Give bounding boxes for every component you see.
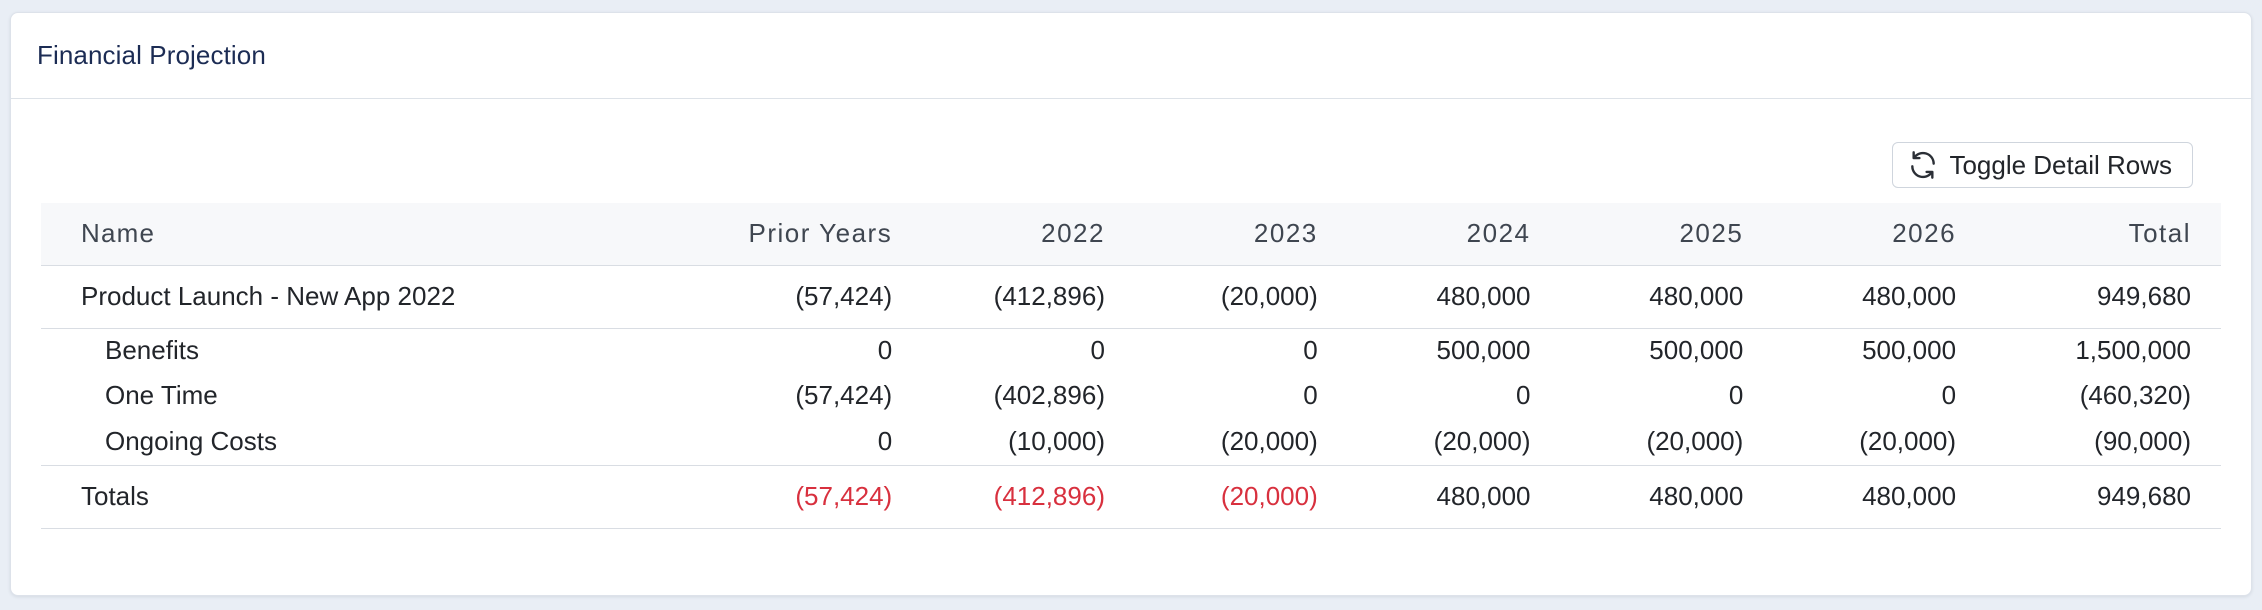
table-cell: 949,680 <box>1986 265 2221 329</box>
detail-name-cell: Benefits <box>105 335 199 366</box>
refresh-icon <box>1907 149 1939 181</box>
detail-row-one-time: One Time (57,424) (402,896) 0 0 0 0 (460… <box>41 373 2221 418</box>
table-header: Name Prior Years 2022 2023 2024 2025 202… <box>41 203 2221 266</box>
table-cell: 500,000 <box>1649 335 1744 366</box>
toggle-detail-rows-button[interactable]: Toggle Detail Rows <box>1892 142 2193 188</box>
column-header-total[interactable]: Total <box>1986 203 2221 266</box>
table-cell: (57,424) <box>603 265 923 329</box>
table-cell: (20,000) <box>1773 418 1987 466</box>
column-header-2022[interactable]: 2022 <box>922 203 1135 266</box>
table-cell: 480,000 <box>1560 265 1774 329</box>
detail-name-cell: Ongoing Costs <box>41 418 604 466</box>
table-cell: 500,000 <box>1436 335 1531 366</box>
table-toolbar: Toggle Detail Rows <box>1892 142 2193 188</box>
financial-projection-card: Financial Projection Toggle Detail Rows <box>10 12 2252 596</box>
table-cell: 1,500,000 <box>2075 335 2191 366</box>
total-cell: (20,000) <box>1134 465 1348 529</box>
projection-table: Name Prior Years 2022 2023 2024 2025 202… <box>41 203 2221 529</box>
column-header-2023[interactable]: 2023 <box>1134 203 1348 266</box>
table-cell: (460,320) <box>2079 380 2191 410</box>
total-cell: (57,424) <box>603 465 923 529</box>
totals-label-cell: Totals <box>41 465 604 529</box>
column-header-2024[interactable]: 2024 <box>1347 203 1561 266</box>
card-title: Financial Projection <box>37 40 266 70</box>
column-header-name[interactable]: Name <box>41 203 604 266</box>
project-name-cell: Product Launch - New App 2022 <box>41 265 604 329</box>
table-cell: (10,000) <box>922 418 1135 466</box>
table-cell: (412,896) <box>922 265 1135 329</box>
column-header-2025[interactable]: 2025 <box>1560 203 1774 266</box>
table-body: Product Launch - New App 2022 (57,424) (… <box>41 265 2221 529</box>
total-cell: (412,896) <box>922 465 1135 529</box>
detail-row-ongoing-costs: Ongoing Costs 0 (10,000) (20,000) (20,00… <box>41 418 2221 466</box>
table-cell: (90,000) <box>1986 418 2221 466</box>
header-row: Name Prior Years 2022 2023 2024 2025 202… <box>41 203 2221 266</box>
table-cell: (402,896) <box>993 380 1105 410</box>
table-cell: (20,000) <box>1134 265 1348 329</box>
table-cell: (20,000) <box>1347 418 1561 466</box>
detail-name-cell: One Time <box>105 380 218 410</box>
table-cell: 480,000 <box>1347 265 1561 329</box>
totals-row: Totals (57,424) (412,896) (20,000) 480,0… <box>41 465 2221 529</box>
toggle-detail-rows-label: Toggle Detail Rows <box>1949 149 2172 180</box>
total-cell: 480,000 <box>1560 465 1774 529</box>
table-cell: 0 <box>1090 335 1105 366</box>
projection-table-wrapper: Name Prior Years 2022 2023 2024 2025 202… <box>41 203 2221 529</box>
column-header-prior-years[interactable]: Prior Years <box>603 203 923 266</box>
table-cell: 0 <box>1516 380 1531 410</box>
total-cell: 480,000 <box>1347 465 1561 529</box>
table-cell: (20,000) <box>1560 418 1774 466</box>
table-cell: (57,424) <box>795 380 893 410</box>
project-summary-row[interactable]: Product Launch - New App 2022 (57,424) (… <box>41 265 2221 329</box>
total-cell: 480,000 <box>1773 465 1987 529</box>
table-cell: (20,000) <box>1134 418 1348 466</box>
table-cell: 0 <box>1941 380 1957 410</box>
table-cell: 0 <box>603 418 923 466</box>
table-cell: 0 <box>1303 380 1318 410</box>
detail-row-benefits: Benefits 0 0 0 500,000 500,000 500,000 1… <box>41 328 2221 373</box>
total-cell: 949,680 <box>1986 465 2221 529</box>
table-cell: 480,000 <box>1773 265 1987 329</box>
column-header-2026[interactable]: 2026 <box>1773 203 1987 266</box>
table-cell: 0 <box>877 335 893 366</box>
table-cell: 0 <box>1728 380 1744 410</box>
card-header: Financial Projection <box>11 13 2251 99</box>
table-cell: 500,000 <box>1862 335 1957 366</box>
table-cell: 0 <box>1303 335 1318 366</box>
